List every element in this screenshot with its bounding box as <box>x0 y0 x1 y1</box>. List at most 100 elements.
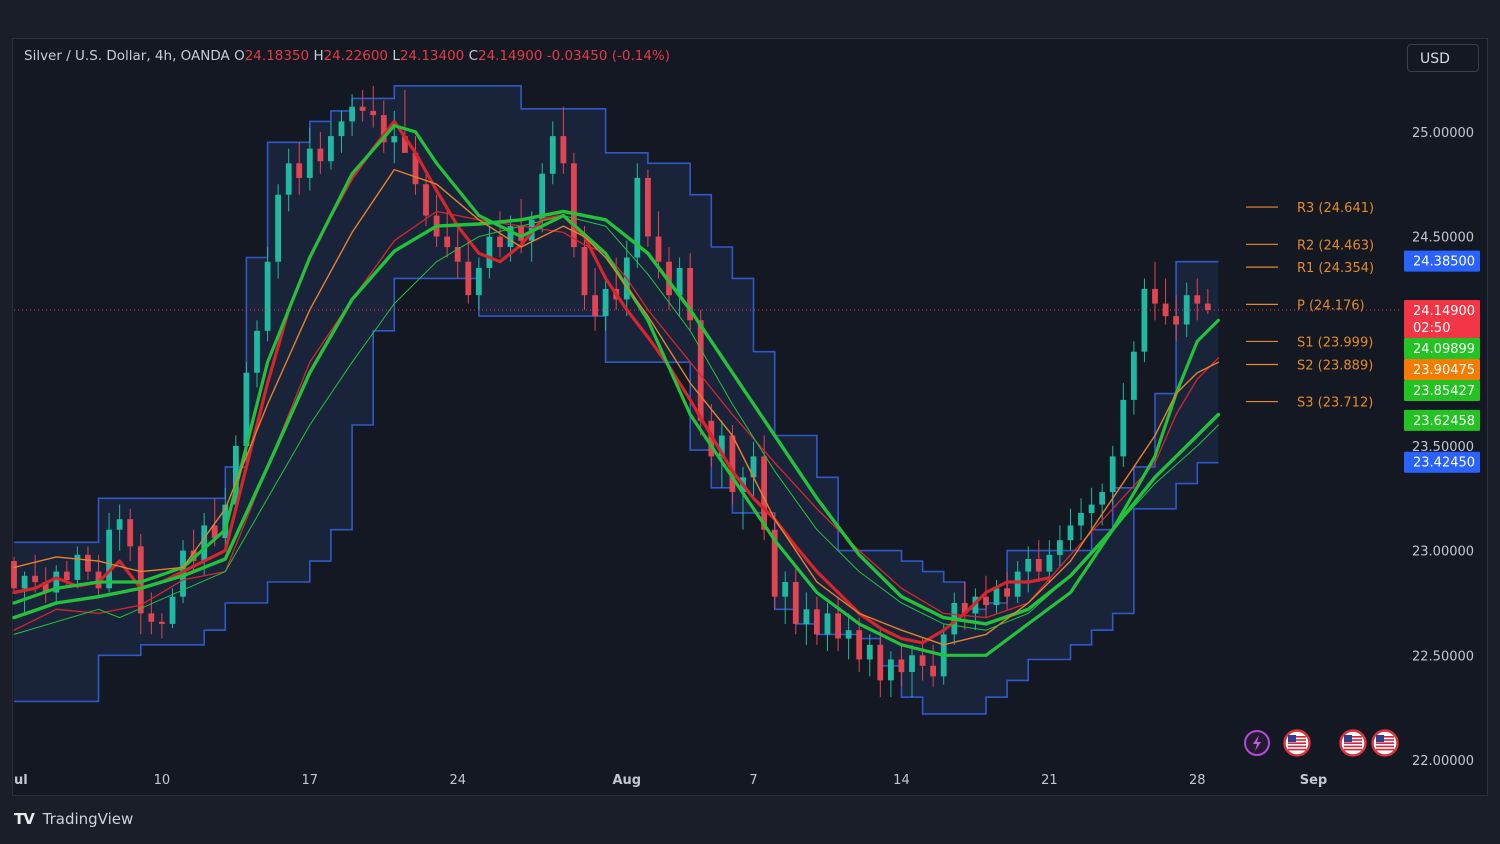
price-tag-value: 24.38500 <box>1413 255 1475 270</box>
candle <box>11 556 17 593</box>
candle <box>137 533 144 635</box>
pivot-label: S1 (23.999) <box>1297 335 1373 350</box>
price-tag: 23.85427 <box>1404 380 1480 402</box>
ma-green-slow <box>12 209 1221 626</box>
candle <box>919 638 926 681</box>
candle <box>1120 383 1127 467</box>
pivot-level: S2 (23.889) <box>1246 358 1373 373</box>
us-flag-icon[interactable] <box>1339 729 1367 757</box>
candle <box>32 554 38 593</box>
candle <box>782 571 789 624</box>
candle <box>645 169 651 248</box>
price-tag-value: 23.42450 <box>1413 456 1475 471</box>
pivot-level: R1 (24.354) <box>1246 261 1374 276</box>
candle <box>497 211 503 258</box>
candle <box>338 110 345 153</box>
price-tag: 24.14900 02:50 <box>1404 300 1480 339</box>
candle <box>264 247 271 342</box>
price-tag: 23.62458 <box>1404 409 1480 431</box>
candle <box>127 508 134 562</box>
candle <box>1035 540 1042 583</box>
candle <box>423 169 429 227</box>
candle <box>454 226 461 279</box>
candle <box>233 435 239 513</box>
candle <box>1067 508 1074 551</box>
candle <box>275 184 281 279</box>
candle <box>1152 261 1158 321</box>
us-flag-icon[interactable] <box>1371 729 1399 757</box>
candle <box>1078 498 1084 541</box>
time-tick-label: 10 <box>154 773 171 788</box>
candle <box>444 211 451 258</box>
open-value: 24.18350 <box>244 48 310 64</box>
open-label: O <box>234 48 245 64</box>
ma-red-thin <box>13 210 1220 631</box>
pivot-label: R1 (24.354) <box>1297 261 1374 276</box>
symbol-title[interactable]: Silver / U.S. Dollar, 4h, OANDA <box>24 48 230 64</box>
us-flag-icon[interactable] <box>1283 729 1311 757</box>
candle <box>560 106 567 174</box>
candle <box>328 121 334 170</box>
pivot-label: S3 (23.712) <box>1297 396 1373 411</box>
candle <box>898 644 905 687</box>
price-tick-label: 22.50000 <box>1412 649 1474 664</box>
ohlc-legend: Silver / U.S. Dollar, 4h, OANDA O24.1835… <box>24 48 670 64</box>
close-label: C <box>468 48 478 64</box>
price-tag-value: 23.90475 <box>1413 363 1475 378</box>
time-tick-label: 14 <box>893 773 910 788</box>
candle <box>592 267 598 331</box>
price-tag-value: 23.62458 <box>1413 414 1475 429</box>
price-tick-label: 23.00000 <box>1412 545 1474 560</box>
price-axis[interactable]: 25.00000 24.50000 23.50000 23.00000 22.50000… <box>1412 126 1474 769</box>
low-label: L <box>392 48 400 64</box>
candle <box>602 278 609 331</box>
candle <box>1204 288 1211 315</box>
candle <box>359 90 366 122</box>
candle <box>475 257 482 310</box>
pivot-label: R2 (24.463) <box>1297 238 1374 253</box>
candle <box>729 425 736 505</box>
candle <box>877 630 884 698</box>
candle <box>1057 525 1063 568</box>
candle <box>750 441 757 499</box>
currency-button[interactable]: USD <box>1407 44 1479 72</box>
lightning-icon[interactable] <box>1244 730 1270 756</box>
candle <box>53 565 60 606</box>
candle <box>74 546 81 589</box>
candle <box>824 602 831 652</box>
event-icons[interactable] <box>1244 729 1399 757</box>
price-tick-label: 22.00000 <box>1412 754 1474 769</box>
candle <box>634 163 641 268</box>
candle <box>856 617 863 673</box>
candle <box>1088 487 1095 530</box>
pivot-level: R3 (24.641) <box>1246 201 1374 216</box>
candle <box>222 487 229 551</box>
time-axis[interactable]: ul 10 17 24 Aug 7 14 21 28 Sep <box>14 773 1327 788</box>
candle <box>201 512 208 576</box>
pivot-level: S1 (23.999) <box>1246 335 1373 350</box>
candle <box>1099 483 1106 526</box>
price-tag-value: 24.09899 <box>1413 342 1475 357</box>
candle <box>888 651 894 698</box>
pivot-label: R3 (24.641) <box>1297 201 1374 216</box>
band-lower <box>14 277 1219 715</box>
tradingview-brand[interactable]: TV TradingView <box>14 810 133 828</box>
pivot-level: S3 (23.712) <box>1246 396 1373 411</box>
pivot-level: R2 (24.463) <box>1246 238 1374 253</box>
candle <box>85 546 91 580</box>
candle <box>1025 546 1032 593</box>
price-tag-countdown: 02:50 <box>1413 321 1450 336</box>
candle <box>317 131 324 174</box>
candle <box>1109 445 1116 505</box>
candle <box>549 121 556 185</box>
candle <box>285 148 292 212</box>
candle <box>1162 278 1169 325</box>
tradingview-logo-icon: TV <box>14 810 35 828</box>
pivot-label: S2 (23.889) <box>1297 358 1373 373</box>
candle <box>687 253 693 331</box>
change-value: -0.03450 <box>546 48 608 64</box>
candle <box>370 85 377 128</box>
candle <box>349 94 355 137</box>
candle <box>412 136 419 195</box>
